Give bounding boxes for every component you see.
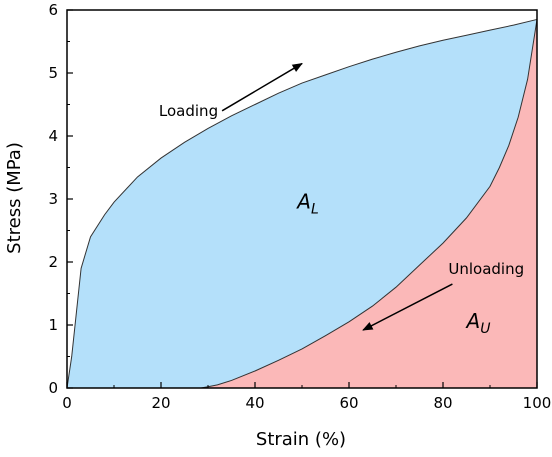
loading-area: [67, 19, 537, 389]
unloading-arrow: [362, 283, 453, 331]
area-label-loading: AL: [295, 189, 319, 217]
x-tick-label: 0: [62, 394, 72, 412]
loading-arrow: [221, 62, 303, 112]
y-tick-label: 4: [48, 127, 58, 145]
unloading-annotation: Unloading: [448, 260, 524, 278]
y-axis-label: Stress (MPa): [4, 142, 25, 254]
x-tick-label: 40: [245, 394, 264, 412]
x-axis-label: Strain (%): [256, 429, 346, 450]
y-tick-label: 5: [48, 64, 58, 82]
y-tick-label: 0: [48, 379, 58, 397]
unloading-curve: [200, 19, 538, 389]
y-tick-label: 1: [48, 316, 58, 334]
x-tick-label: 80: [433, 394, 452, 412]
unloading-area: [200, 19, 537, 389]
y-tick-label: 2: [48, 253, 58, 271]
y-tick-label: 6: [48, 1, 58, 19]
area-label-unloading: AU: [465, 309, 491, 337]
loading-curve: [66, 18, 538, 389]
x-tick-label: 100: [523, 394, 552, 412]
y-tick-label: 3: [48, 190, 58, 208]
x-tick-label: 60: [339, 394, 358, 412]
x-tick-label: 20: [151, 394, 170, 412]
loading-annotation: Loading: [159, 102, 218, 120]
